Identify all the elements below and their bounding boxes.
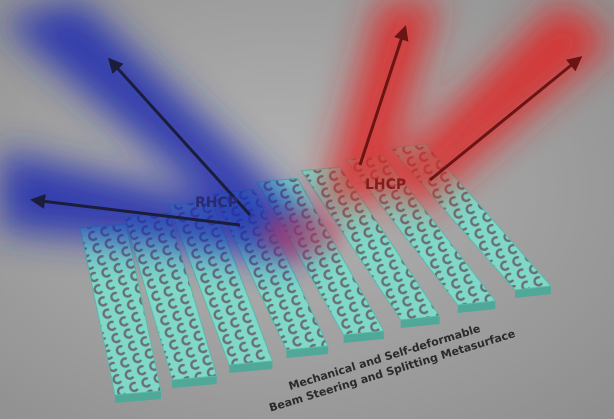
overlap-glow — [260, 213, 340, 257]
rhcp-label: RHCP — [195, 195, 238, 211]
lhcp-label: LHCP — [365, 177, 406, 193]
illustration: RHCP LHCP Mechanical and Self-deformable… — [0, 0, 614, 419]
